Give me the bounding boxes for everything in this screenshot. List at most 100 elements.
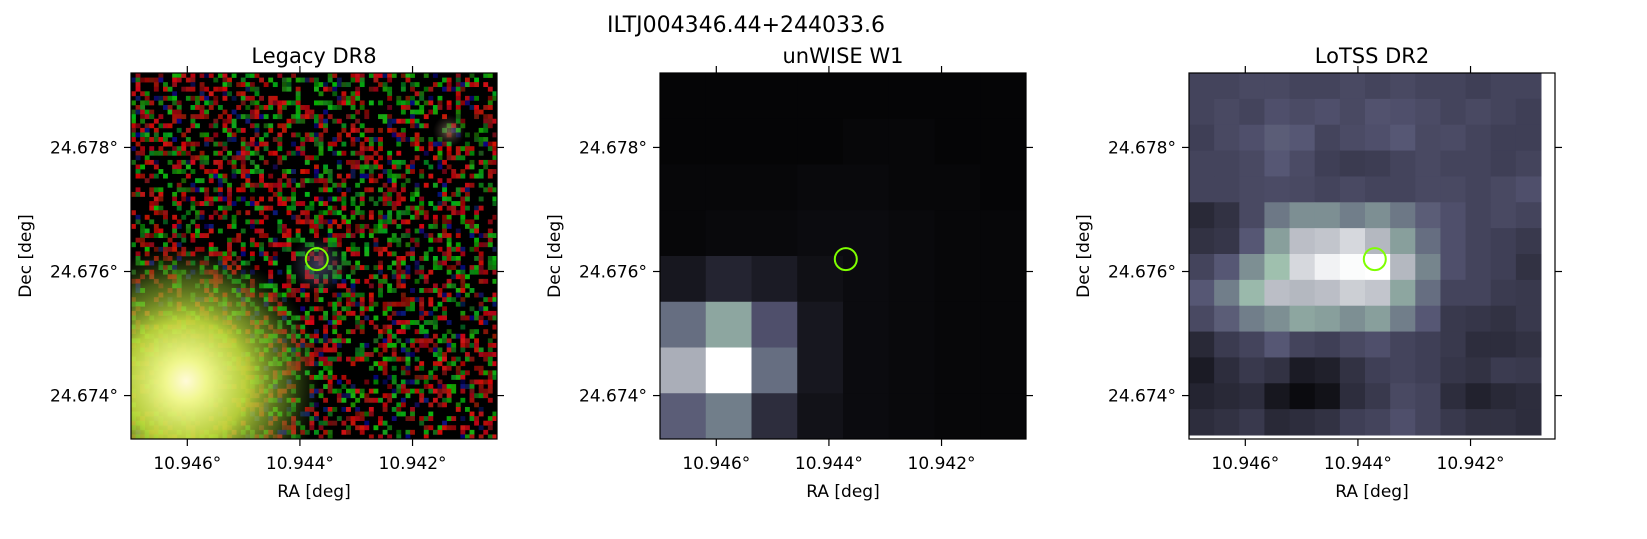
noise-pixel — [405, 228, 411, 234]
noise-pixel — [254, 109, 260, 115]
noise-pixel — [400, 196, 406, 202]
noise-pixel — [387, 150, 393, 156]
noise-pixel — [410, 320, 415, 325]
noise-pixel — [460, 265, 466, 271]
noise-pixel — [359, 306, 365, 312]
noise-pixel — [464, 406, 470, 412]
noise-pixel — [359, 292, 365, 298]
noise-pixel — [300, 182, 306, 188]
noise-pixel — [487, 256, 493, 261]
noise-pixel — [350, 214, 356, 220]
noise-pixel — [144, 178, 150, 184]
noise-pixel — [474, 342, 480, 348]
noise-pixel — [483, 141, 489, 147]
noise-pixel — [419, 256, 425, 261]
noise-pixel — [400, 73, 406, 78]
noise-pixel — [492, 95, 497, 101]
noise-pixel — [135, 214, 141, 220]
noise-pixel — [332, 105, 338, 110]
noise-pixel — [378, 361, 383, 367]
noise-pixel — [432, 214, 438, 220]
noise-pixel — [464, 164, 470, 170]
faint-source — [433, 115, 465, 147]
pixel-cell — [797, 347, 844, 394]
noise-pixel — [291, 132, 297, 138]
noise-pixel — [446, 265, 452, 271]
noise-pixel — [350, 361, 356, 367]
noise-pixel — [167, 132, 173, 138]
noise-pixel — [277, 137, 283, 142]
noise-pixel — [149, 114, 155, 120]
noise-pixel — [204, 132, 210, 138]
noise-pixel — [487, 374, 493, 380]
pixel-cell — [705, 256, 752, 303]
noise-pixel — [172, 82, 178, 88]
noise-pixel — [368, 146, 374, 152]
noise-pixel — [492, 155, 497, 161]
noise-pixel — [140, 118, 146, 124]
noise-pixel — [469, 333, 475, 339]
noise-pixel — [419, 95, 425, 101]
pixel-cell — [1465, 98, 1492, 126]
noise-pixel — [204, 201, 210, 206]
noise-pixel — [423, 256, 429, 261]
noise-pixel — [277, 73, 283, 78]
noise-pixel — [419, 169, 425, 174]
noise-pixel — [227, 191, 232, 197]
noise-pixel — [199, 187, 205, 193]
noise-pixel — [414, 365, 420, 371]
noise-pixel — [309, 178, 315, 184]
noise-pixel — [483, 82, 489, 88]
noise-pixel — [469, 95, 475, 101]
noise-pixel — [442, 233, 447, 239]
noise-pixel — [300, 169, 306, 174]
noise-pixel — [492, 265, 497, 271]
noise-pixel — [487, 260, 493, 266]
noise-pixel — [400, 283, 406, 289]
noise-pixel — [208, 223, 214, 229]
pixel-cell — [1440, 254, 1467, 281]
noise-pixel — [323, 169, 329, 174]
noise-pixel — [455, 77, 461, 83]
noise-pixel — [428, 86, 434, 92]
noise-pixel — [359, 155, 365, 161]
pixel-cell — [980, 393, 1026, 439]
noise-pixel — [295, 86, 301, 92]
pixel-cell — [1189, 202, 1215, 229]
noise-pixel — [323, 109, 329, 115]
noise-pixel — [231, 214, 237, 220]
noise-pixel — [359, 223, 365, 229]
noise-pixel — [483, 118, 489, 124]
noise-pixel — [487, 352, 493, 357]
noise-pixel — [359, 82, 365, 88]
noise-pixel — [281, 123, 287, 129]
noise-pixel — [400, 365, 406, 371]
noise-pixel — [336, 342, 342, 348]
noise-pixel — [378, 228, 383, 234]
noise-pixel — [410, 137, 415, 142]
pixel-cell — [751, 393, 798, 439]
noise-pixel — [469, 105, 475, 110]
noise-pixel — [263, 251, 269, 257]
noise-pixel — [222, 210, 228, 216]
noise-pixel — [359, 191, 365, 197]
noise-pixel — [410, 256, 415, 261]
noise-pixel — [378, 420, 383, 426]
noise-pixel — [387, 123, 393, 129]
noise-pixel — [236, 237, 242, 243]
pixel-cell — [1490, 357, 1517, 384]
pixel-cell — [888, 118, 935, 165]
noise-pixel — [163, 137, 168, 142]
noise-pixel — [396, 137, 402, 142]
noise-pixel — [346, 306, 351, 312]
noise-pixel — [432, 82, 438, 88]
noise-pixel — [451, 333, 457, 339]
noise-pixel — [314, 137, 319, 142]
pixel-cell — [1339, 124, 1366, 152]
noise-pixel — [483, 379, 489, 385]
noise-pixel — [172, 100, 178, 106]
noise-pixel — [332, 356, 338, 362]
pixel-cell — [1515, 73, 1542, 100]
noise-pixel — [336, 118, 342, 124]
noise-pixel — [350, 137, 356, 142]
